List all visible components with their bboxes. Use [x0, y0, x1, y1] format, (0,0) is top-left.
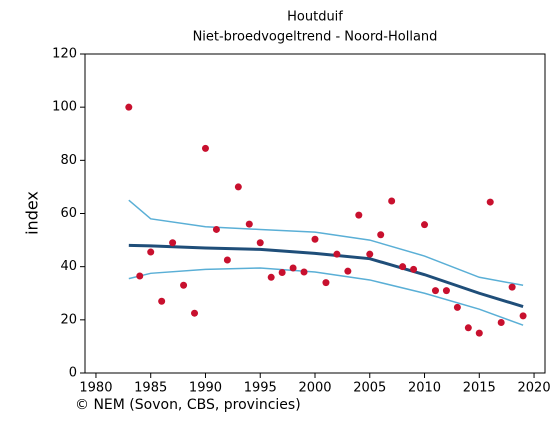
data-point	[519, 312, 527, 320]
data-point	[464, 324, 472, 332]
data-point	[267, 273, 275, 281]
trend-line	[128, 243, 524, 308]
footer: © NEM (Sovon, CBS, provincies)	[75, 397, 301, 413]
x-tick-label: 1990	[189, 381, 222, 396]
data-point	[289, 264, 297, 272]
data-point	[399, 263, 407, 271]
data-point	[377, 231, 385, 239]
data-point	[508, 283, 516, 291]
x-tick-label: 2000	[298, 381, 331, 396]
data-point	[212, 225, 220, 233]
x-tick-label: 2015	[463, 381, 496, 396]
y-tick-label: 100	[52, 100, 77, 115]
chart-subtitle: Niet-broedvogeltrend - Noord-Holland	[193, 30, 438, 45]
data-point	[388, 197, 396, 205]
data-point	[431, 287, 439, 295]
data-point	[421, 221, 429, 229]
x-tick-label: 1980	[79, 381, 112, 396]
y-tick-label: 120	[52, 47, 77, 62]
y-tick-label: 20	[60, 312, 77, 327]
data-point	[245, 220, 253, 228]
data-point	[278, 269, 286, 277]
data-point	[475, 329, 483, 337]
data-point	[256, 239, 264, 247]
data-point	[147, 248, 155, 256]
data-point	[158, 297, 166, 305]
x-tick-label: 1985	[134, 381, 167, 396]
data-point	[333, 250, 341, 258]
data-point	[344, 267, 352, 275]
x-tick-label: 2020	[518, 381, 551, 396]
plot-frame	[84, 53, 546, 374]
data-point	[322, 279, 330, 287]
chart-title: Houtduif	[287, 10, 343, 25]
data-point	[355, 211, 363, 219]
data-point	[366, 250, 374, 258]
data-point	[180, 281, 188, 289]
data-point	[234, 183, 242, 191]
trend-line	[128, 267, 524, 326]
data-point	[223, 256, 231, 264]
data-point	[453, 303, 461, 311]
x-tick-label: 2005	[353, 381, 386, 396]
x-tick-label: 1995	[244, 381, 277, 396]
data-point	[125, 103, 133, 111]
data-point	[300, 268, 308, 276]
y-tick-label: 60	[60, 206, 77, 221]
y-tick-label: 80	[60, 153, 77, 168]
data-point	[442, 287, 450, 295]
data-point	[136, 272, 144, 280]
x-tick-label: 2010	[408, 381, 441, 396]
data-point	[410, 265, 418, 273]
y-tick-label: 40	[60, 259, 77, 274]
y-tick-label: 0	[69, 366, 77, 381]
data-point	[191, 309, 199, 317]
y-axis-label: index	[23, 191, 42, 235]
data-point	[201, 144, 209, 152]
data-point	[497, 318, 505, 326]
data-point	[486, 198, 494, 206]
data-point	[311, 235, 319, 243]
trend-line	[128, 199, 524, 287]
data-point	[169, 239, 177, 247]
